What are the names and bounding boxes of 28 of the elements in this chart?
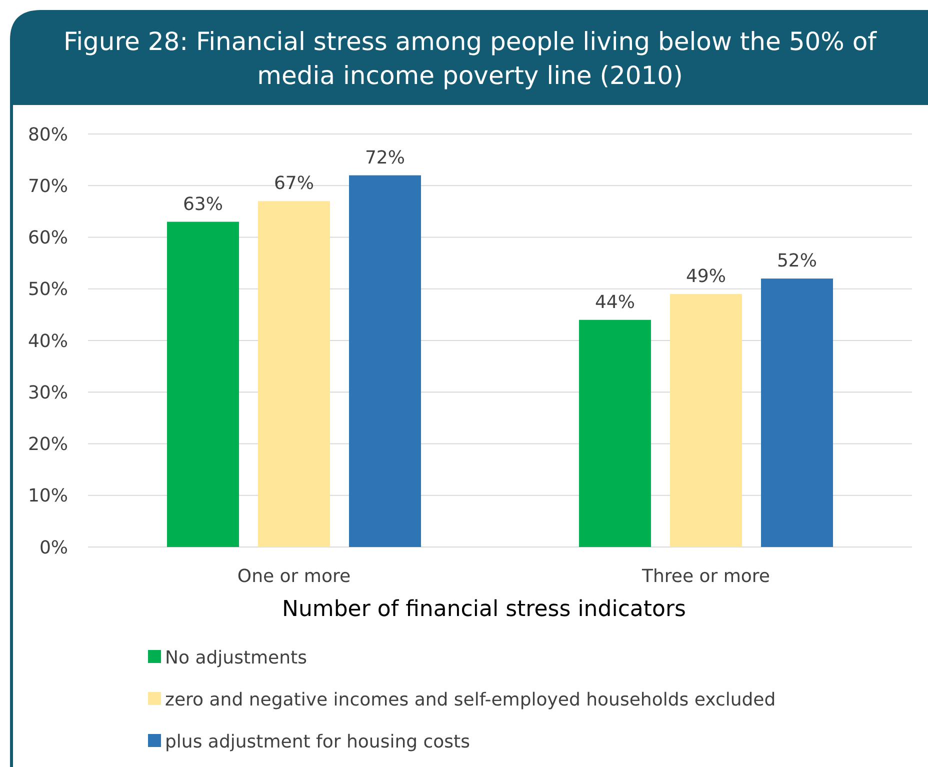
legend-label: plus adjustment for housing costs: [165, 731, 470, 752]
bar: [579, 320, 651, 547]
bar: [761, 278, 833, 547]
bar: [670, 294, 742, 547]
y-tick-label: 0%: [39, 537, 68, 558]
data-label: 72%: [364, 147, 406, 168]
y-tick-label: 80%: [28, 124, 68, 146]
bar: [258, 201, 330, 547]
y-tick-label: 20%: [28, 434, 68, 456]
y-tick-label: 50%: [28, 279, 68, 300]
data-label: 49%: [686, 266, 726, 288]
y-tick-label: 60%: [28, 228, 68, 249]
y-tick-label: 40%: [28, 330, 68, 352]
x-axis-title: Number of financial stress indicators: [282, 597, 686, 622]
y-tick-label: 70%: [28, 176, 68, 197]
data-label: 67%: [274, 173, 314, 194]
legend-label: zero and negative incomes and self-employed households excluded: [165, 689, 776, 710]
bar: [167, 222, 239, 547]
data-label: 44%: [594, 292, 636, 313]
y-tick-label: 30%: [28, 382, 68, 404]
data-label: 63%: [182, 194, 224, 215]
x-tick-label: Three or more: [640, 566, 770, 587]
chart-title: Figure 28: Financial stress among people living below the 50% of media income poverty line (2010): [64, 27, 878, 90]
bar: [349, 175, 421, 547]
legend-label: No adjustments: [165, 647, 307, 668]
data-label: 52%: [776, 250, 818, 272]
y-tick-label: 10%: [28, 486, 68, 507]
x-tick-label: One or more: [237, 566, 351, 587]
